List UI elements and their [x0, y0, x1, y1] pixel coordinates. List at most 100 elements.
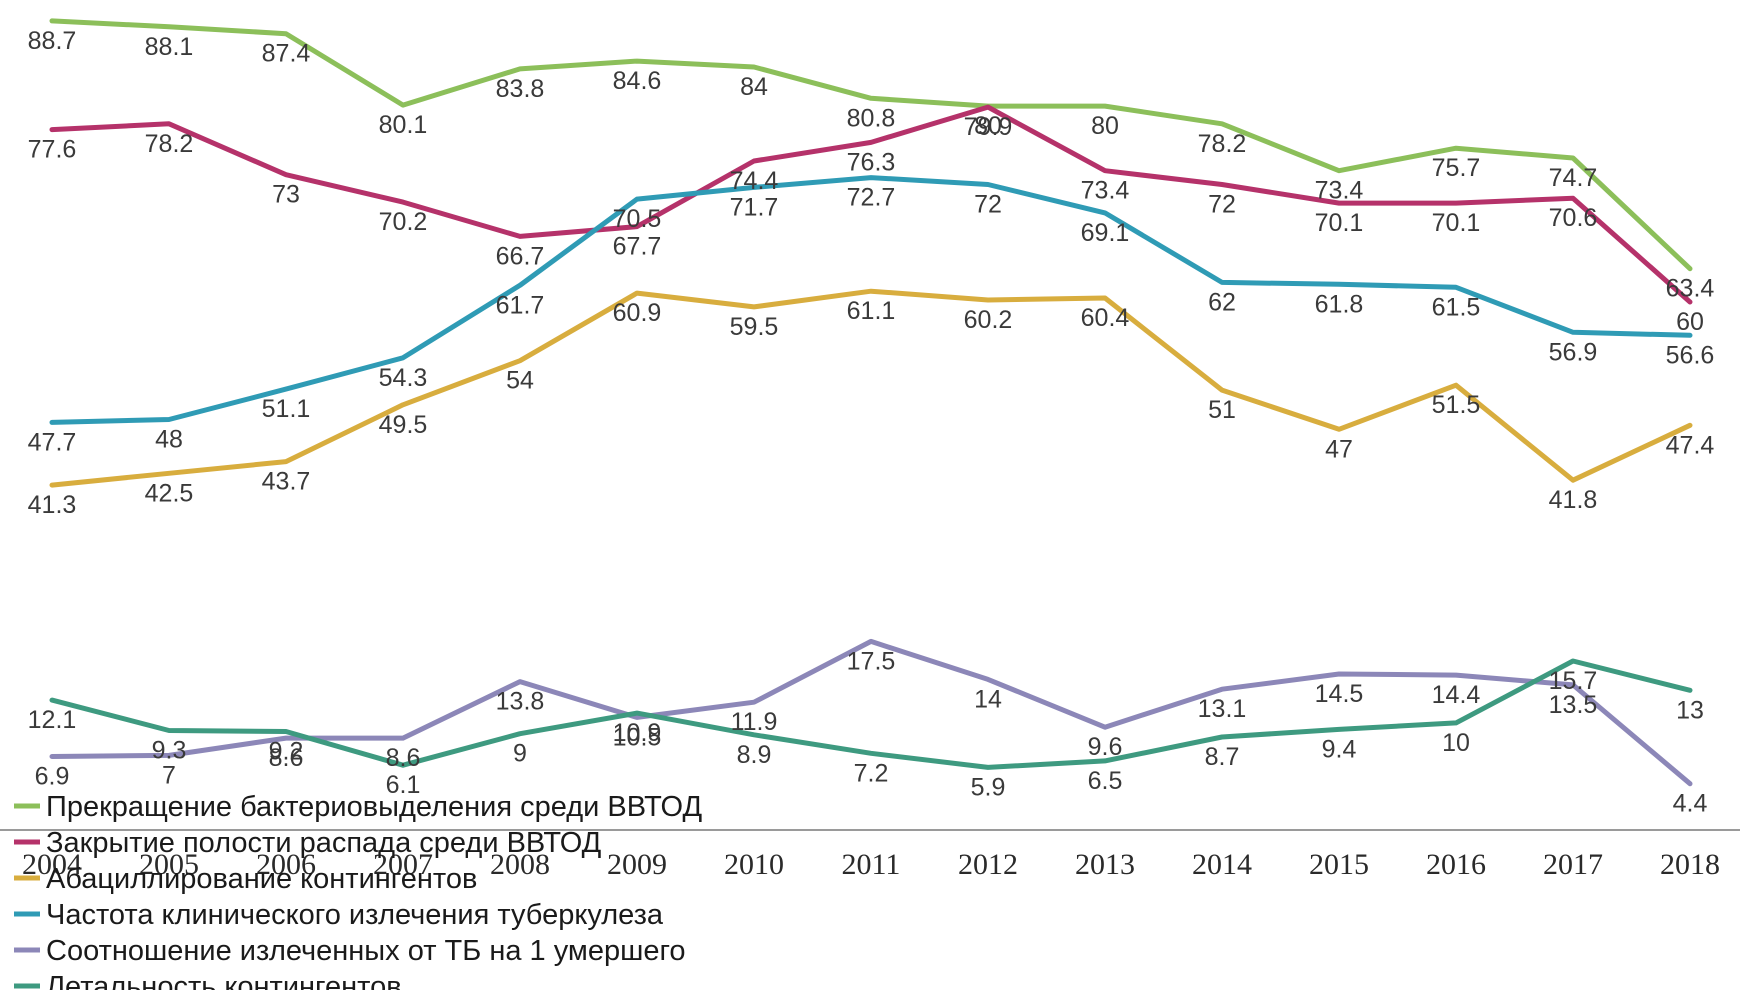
data-label-s2-2005: 78.2 [145, 130, 194, 158]
data-label-s3-2006: 43.7 [262, 468, 311, 496]
data-label-s6-2013: 6.5 [1088, 767, 1123, 795]
x-tick-label-2011: 2011 [842, 848, 901, 881]
x-tick-label-2006: 2006 [256, 848, 316, 881]
data-label-s4-2006: 51.1 [262, 395, 311, 423]
data-label-s1-2011: 80.8 [847, 104, 896, 132]
data-label-s4-2014: 62 [1208, 288, 1236, 316]
data-label-s2-2012: 79.9 [964, 113, 1013, 141]
data-label-s4-2011: 72.7 [847, 184, 896, 212]
x-tick-label-2007: 2007 [373, 848, 433, 881]
data-label-s6-2012: 5.9 [971, 773, 1006, 801]
data-label-s4-2012: 72 [974, 191, 1002, 219]
series-line-5 [49, 638, 1693, 787]
data-label-s5-2004: 6.9 [35, 763, 70, 791]
data-label-s6-2018: 13 [1676, 696, 1704, 724]
data-label-s5-2011: 17.5 [847, 647, 896, 675]
data-label-s3-2012: 60.2 [964, 306, 1013, 334]
data-label-s5-2010: 11.9 [731, 708, 778, 736]
data-label-s3-2018: 47.4 [1666, 431, 1715, 459]
x-axis-ticks: 2004 2005 2006 2007 2008 2009 2010 2011 2012 2013… [22, 848, 1720, 881]
data-label-s5-2015: 14.5 [1315, 680, 1364, 708]
data-label-s1-2013: 80 [1091, 112, 1119, 140]
data-label-s6-2011: 7.2 [854, 759, 889, 787]
legend-label-5: Соотношение излеченных от ТБ на 1 умерше… [46, 935, 686, 967]
legend-label-3: Абациллирование контингентов [46, 863, 477, 895]
data-label-s5-2016: 14.4 [1432, 681, 1481, 709]
data-label-s3-2007: 49.5 [379, 411, 428, 439]
data-label-s1-2014: 78.2 [1198, 130, 1247, 158]
legend-label-1: Прекращение бактериовыделения среди ВВТО… [46, 791, 702, 823]
data-label-s3-2017: 41.8 [1549, 486, 1598, 514]
data-label-s1-2005: 88.1 [145, 33, 194, 61]
data-label-s3-2009: 60.9 [613, 299, 662, 327]
data-label-s2-2006: 73 [272, 181, 300, 209]
data-label-s5-2014: 13.1 [1198, 695, 1247, 723]
x-tick-label-2016: 2016 [1426, 848, 1486, 881]
data-label-s6-2008: 9 [513, 740, 527, 768]
legend-label-4: Частота клинического излечения туберкуле… [46, 899, 664, 931]
data-label-s1-2017: 74.7 [1549, 164, 1598, 192]
data-label-s3-2013: 60.4 [1081, 304, 1130, 332]
data-label-s1-2016: 75.7 [1432, 154, 1481, 182]
data-label-s3-2005: 42.5 [145, 479, 194, 507]
data-label-s2-2016: 70.1 [1432, 209, 1481, 237]
data-label-s4-2009: 70.5 [613, 205, 662, 233]
data-label-s6-2009: 10.9 [613, 719, 662, 747]
x-tick-label-2015: 2015 [1309, 848, 1369, 881]
data-label-s4-2018: 56.6 [1666, 341, 1715, 369]
series-line-4 [49, 175, 1693, 425]
data-label-s2-2008: 66.7 [496, 242, 545, 270]
data-label-s4-2004: 47.7 [28, 428, 77, 456]
data-label-s3-2004: 41.3 [28, 491, 77, 519]
data-label-s6-2016: 10 [1442, 729, 1470, 757]
data-label-s1-2010: 84 [740, 73, 768, 101]
data-label-s4-2013: 69.1 [1081, 219, 1130, 247]
data-label-s2-2010: 74.4 [730, 167, 779, 195]
data-label-s3-2015: 47 [1325, 435, 1353, 463]
x-tick-label-2008: 2008 [490, 848, 550, 881]
data-label-s4-2010: 71.7 [730, 193, 779, 221]
data-label-s3-2008: 54 [506, 367, 534, 395]
data-label-s6-2010: 8.9 [737, 741, 772, 769]
data-label-s2-2004: 77.6 [28, 136, 77, 164]
data-label-s2-2007: 70.2 [379, 208, 428, 236]
x-tick-label-2014: 2014 [1192, 848, 1252, 881]
data-label-s5-2007: 8.6 [386, 744, 421, 772]
legend-label-2: Закрытие полости распада среди ВВТОД [46, 827, 602, 859]
data-label-s2-2015: 70.1 [1315, 209, 1364, 237]
data-label-s5-2009: 10.5 [613, 723, 662, 751]
data-label-s5-2008: 13.8 [496, 688, 545, 716]
data-label-s2-2009: 67.7 [613, 233, 662, 261]
data-label-s1-2018: 63.4 [1666, 275, 1715, 303]
data-label-s1-2004: 88.7 [28, 27, 77, 55]
data-label-s6-2017: 15.7 [1549, 667, 1598, 695]
series-line-2 [49, 104, 1693, 305]
data-label-s1-2012: 80 [974, 112, 1002, 140]
legend: Прекращение бактериовыделения среди ВВТО… [14, 791, 702, 990]
data-label-s4-2016: 61.5 [1432, 293, 1481, 321]
data-label-s5-2012: 14 [974, 685, 1002, 713]
data-label-s5-2018: 4.4 [1673, 790, 1708, 818]
series-line-6 [49, 658, 1693, 770]
data-label-s6-2015: 9.4 [1322, 735, 1357, 763]
data-label-s6-2007: 6.1 [386, 771, 421, 799]
data-label-s1-2006: 87.4 [262, 40, 311, 68]
data-labels: 88.7 88.1 87.4 80.1 83.8 84.6 84 80.8 80 80 78.2 73… [28, 27, 1715, 818]
data-label-s4-2007: 54.3 [379, 364, 428, 392]
x-tick-label-2017: 2017 [1543, 848, 1603, 881]
data-label-s4-2017: 56.9 [1549, 338, 1598, 366]
data-label-s1-2007: 80.1 [379, 111, 428, 139]
data-label-s6-2006: 9.2 [269, 738, 304, 766]
data-label-s2-2018: 60 [1676, 308, 1704, 336]
data-label-s1-2008: 83.8 [496, 75, 545, 103]
series-line-3 [49, 288, 1693, 488]
x-tick-label-2012: 2012 [958, 848, 1018, 881]
data-label-s2-2017: 70.6 [1549, 204, 1598, 232]
data-label-s3-2011: 61.1 [847, 297, 896, 325]
x-tick-label-2013: 2013 [1075, 848, 1135, 881]
data-label-s1-2015: 73.4 [1315, 177, 1364, 205]
series-lines [49, 18, 1693, 787]
data-label-s1-2009: 84.6 [613, 67, 662, 95]
data-label-s2-2014: 72 [1208, 191, 1236, 219]
